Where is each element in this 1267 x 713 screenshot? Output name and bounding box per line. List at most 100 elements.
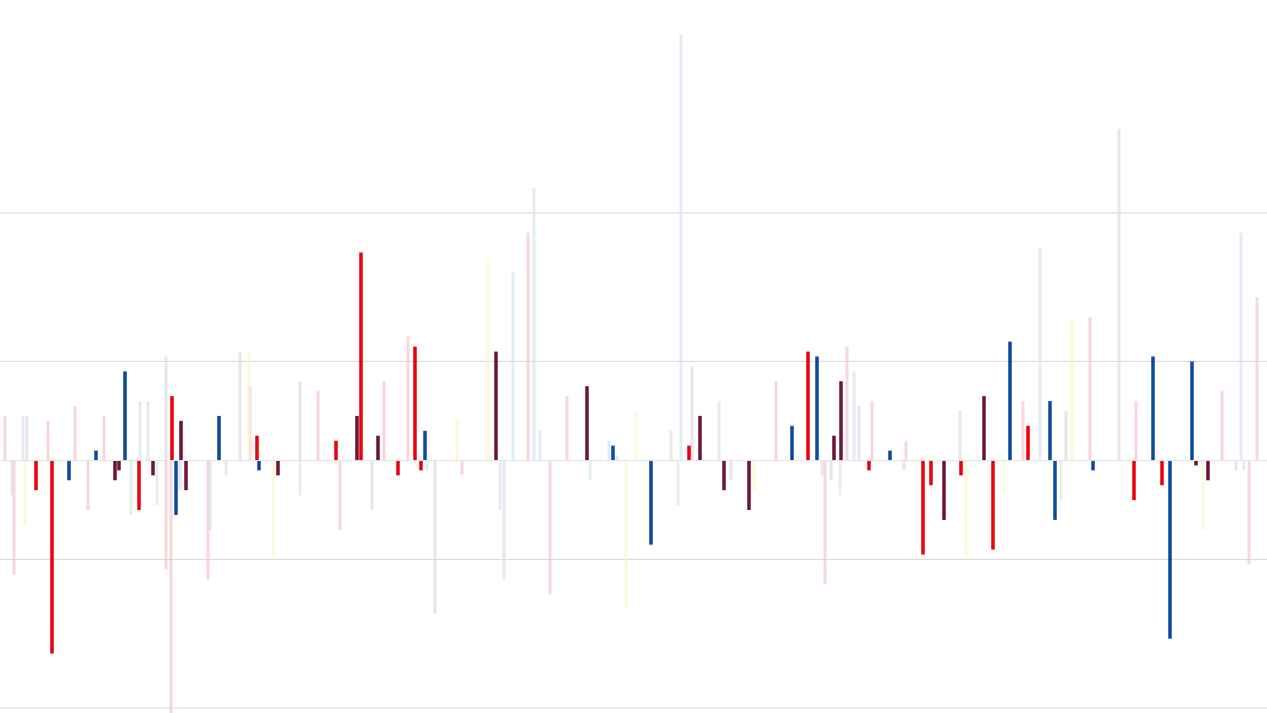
bar <box>717 401 721 461</box>
bar <box>832 435 836 461</box>
bar <box>25 415 29 461</box>
bar <box>1026 425 1030 461</box>
bar <box>829 460 833 481</box>
bar <box>433 460 437 614</box>
bar <box>1038 247 1042 461</box>
bar <box>888 450 892 461</box>
bar <box>921 460 925 555</box>
bar <box>823 460 827 585</box>
bar <box>1239 232 1243 461</box>
bar <box>67 460 71 481</box>
bar <box>498 460 502 510</box>
bar <box>113 460 117 481</box>
bar <box>34 460 38 491</box>
bar <box>698 415 702 461</box>
bar <box>123 371 127 461</box>
bar <box>1059 460 1063 501</box>
bar <box>117 460 121 471</box>
bar <box>73 406 77 461</box>
bar <box>870 401 874 461</box>
bar <box>1021 401 1025 461</box>
bar <box>752 460 756 491</box>
bar <box>257 460 261 471</box>
bar <box>1201 460 1205 530</box>
bar <box>902 460 906 471</box>
bar <box>206 460 210 580</box>
bar <box>151 460 155 476</box>
bar <box>1117 128 1121 461</box>
bar <box>774 381 778 461</box>
bar <box>486 262 490 461</box>
bar <box>991 460 995 550</box>
bar <box>413 346 417 461</box>
bar <box>359 252 363 461</box>
bar <box>806 351 810 461</box>
bar <box>1132 460 1136 501</box>
bar <box>316 391 320 461</box>
bar <box>982 396 986 461</box>
bar <box>1160 460 1164 486</box>
bar <box>1220 391 1224 461</box>
bar <box>494 351 498 461</box>
bar <box>169 460 173 713</box>
bar <box>838 460 842 496</box>
bar <box>929 460 933 486</box>
bar <box>532 188 536 461</box>
bar <box>50 460 54 654</box>
bar <box>679 34 683 461</box>
bar <box>958 410 962 461</box>
bar <box>904 440 908 461</box>
bar <box>1242 460 1246 471</box>
bar <box>839 381 843 461</box>
bar <box>137 460 141 510</box>
bar <box>585 386 589 461</box>
bar <box>338 460 342 530</box>
bar <box>1190 361 1194 461</box>
bar <box>455 420 459 461</box>
bar <box>1091 460 1095 471</box>
bar <box>676 460 680 506</box>
bar <box>942 460 946 520</box>
bar <box>138 401 142 461</box>
bar <box>526 232 530 461</box>
bar <box>184 460 188 491</box>
bar <box>1206 460 1210 481</box>
bar <box>1168 460 1172 639</box>
bar <box>23 460 27 525</box>
bar <box>634 410 638 461</box>
bar <box>129 460 133 515</box>
bar <box>298 460 302 496</box>
bar <box>208 460 212 530</box>
bar <box>406 336 410 461</box>
bar <box>21 415 25 461</box>
bar <box>86 460 90 510</box>
bar <box>729 460 733 481</box>
bar <box>164 460 168 570</box>
bar <box>511 272 515 461</box>
bar <box>548 460 552 595</box>
bar <box>1053 460 1057 520</box>
bar <box>790 425 794 461</box>
bar <box>217 415 221 461</box>
bar <box>355 415 359 461</box>
bar <box>12 460 16 575</box>
bar <box>102 415 106 461</box>
bar <box>624 460 628 610</box>
bar <box>164 356 168 461</box>
bar <box>959 460 963 476</box>
bar <box>425 460 429 471</box>
bar <box>1234 460 1238 471</box>
bar <box>276 460 280 476</box>
bar <box>155 460 159 506</box>
bar <box>146 401 150 461</box>
bar <box>565 396 569 461</box>
bar <box>3 415 7 461</box>
bar <box>747 460 751 510</box>
bar <box>1134 401 1138 461</box>
bar <box>538 430 542 461</box>
bar <box>1048 401 1052 461</box>
gridlines <box>0 212 1267 709</box>
bar <box>1255 297 1259 461</box>
bar <box>1002 460 1006 491</box>
